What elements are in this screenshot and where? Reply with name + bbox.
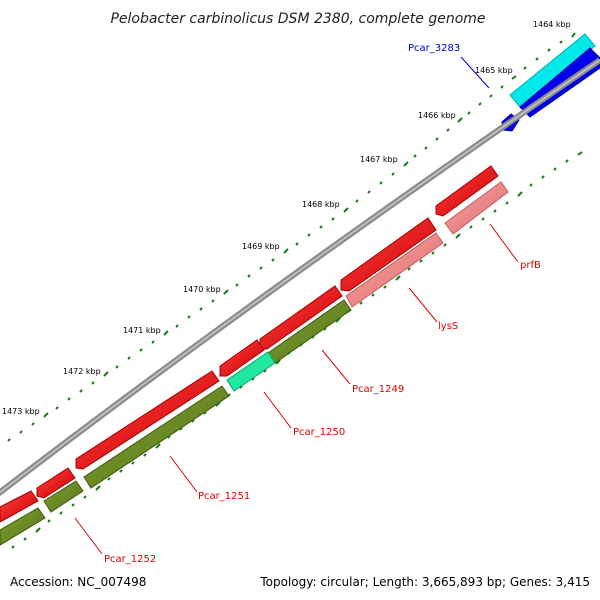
tick-label-1470: 1470 kbp <box>183 285 221 294</box>
tick-label-1469: 1469 kbp <box>242 242 280 251</box>
tick-1464: 1464 kbp <box>533 20 576 38</box>
tick-1468: 1468 kbp <box>302 200 349 213</box>
tick-1467: 1467 kbp <box>360 155 409 167</box>
tick-label-1468: 1468 kbp <box>302 200 340 209</box>
map-title: Pelobacter carbinolicus DSM 2380, comple… <box>110 11 485 27</box>
tick-1465: 1465 kbp <box>475 66 517 80</box>
tick-label-1471: 1471 kbp <box>123 326 161 335</box>
tick-track: 1464 kbp 1465 kbp 1466 kbp 1467 kbp 1468… <box>2 20 576 442</box>
label-pcar-1251[interactable]: Pcar_1251 <box>198 491 250 502</box>
cds-forward-6[interactable] <box>36 467 76 499</box>
label-pcar-1252[interactable]: Pcar_1252 <box>104 554 156 565</box>
label-pcar-3283: Pcar_3283 <box>408 43 460 54</box>
footer-accession: Accession: NC_007498 <box>10 575 146 589</box>
tick-1472: 1472 kbp <box>63 367 109 377</box>
tick-label-1464: 1464 kbp <box>533 20 571 29</box>
cds-pcar-1251[interactable] <box>83 385 230 489</box>
cds-prfB[interactable] <box>444 181 509 235</box>
tick-label-1466: 1466 kbp <box>418 111 456 120</box>
cds-reverse-7[interactable] <box>0 507 46 546</box>
tick-1466: 1466 kbp <box>418 111 463 123</box>
minor-ticks-outer <box>7 40 563 442</box>
inner-tick-track <box>11 151 583 549</box>
tick-1470: 1470 kbp <box>183 285 229 295</box>
gene-labels: prfB lysS Pcar_1249 Pcar_1250 Pcar_1251 … <box>74 223 541 565</box>
cds-lysS[interactable] <box>345 232 444 308</box>
tick-1471: 1471 kbp <box>123 326 169 336</box>
genome-backbone-highlight <box>0 59 600 494</box>
tick-1469: 1469 kbp <box>242 242 289 254</box>
cds-pcar-1252[interactable] <box>43 480 84 513</box>
tick-label-1465: 1465 kbp <box>475 66 513 75</box>
label-pcar-1249[interactable]: Pcar_1249 <box>352 384 404 395</box>
footer-summary: Topology: circular; Length: 3,665,893 bp… <box>259 575 590 589</box>
cds-forward-1[interactable] <box>435 165 499 217</box>
cds-forward-7[interactable] <box>0 490 39 523</box>
tick-label-1473: 1473 kbp <box>2 407 40 416</box>
label-pcar-1250[interactable]: Pcar_1250 <box>293 427 345 438</box>
forward-cds-track <box>0 165 499 523</box>
reverse-cds-track <box>0 181 509 546</box>
tick-label-1467: 1467 kbp <box>360 155 398 164</box>
tick-1473: 1473 kbp <box>2 407 49 418</box>
label-lysS[interactable]: lysS <box>438 321 458 332</box>
cds-forward-2[interactable] <box>340 217 437 292</box>
cds-forward-4[interactable] <box>219 339 265 377</box>
tick-label-1472: 1472 kbp <box>63 367 101 376</box>
cds-forward-5[interactable] <box>75 370 220 470</box>
rna-pcar-1250[interactable] <box>226 351 276 392</box>
label-prfB[interactable]: prfB <box>520 260 541 271</box>
